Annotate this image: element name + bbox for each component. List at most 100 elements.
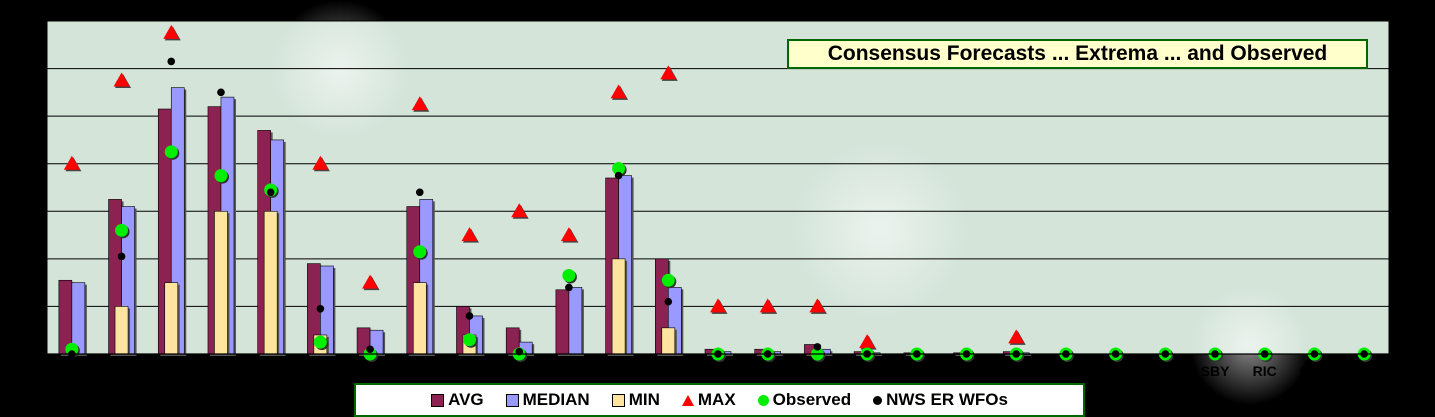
x-tick-label: PHL <box>903 363 931 379</box>
legend-label-observed: Observed <box>772 390 852 409</box>
bar-min <box>114 306 129 355</box>
marker-observed <box>214 169 228 183</box>
marker-nws <box>316 305 325 313</box>
y-tick-right: 10 <box>1405 108 1421 124</box>
x-tick-label: ORF <box>1300 363 1330 379</box>
x-tick-label: BWI <box>1052 363 1079 379</box>
x-tick-label: BTV <box>257 363 286 379</box>
x-tick-label: EWR <box>1000 363 1033 379</box>
background-flare <box>270 0 410 140</box>
y-tick-left: 8 <box>23 156 31 172</box>
y-tick-right: 12 <box>1405 61 1421 77</box>
dot-icon <box>873 395 883 405</box>
marker-nws <box>614 171 623 180</box>
x-tick-label: RIC <box>1253 363 1277 379</box>
marker-nws <box>465 312 474 320</box>
legend-item-observed: Observed <box>757 390 852 410</box>
y-tick-left: 10 <box>15 108 31 124</box>
marker-nws <box>415 188 424 197</box>
circle-icon <box>757 394 769 406</box>
marker-max <box>113 72 130 87</box>
bar-avg <box>58 279 73 355</box>
marker-nws <box>565 283 573 292</box>
y-tick-right: 8 <box>1405 156 1413 172</box>
y-tick-right: 2 <box>1405 298 1413 314</box>
bar-min <box>412 282 427 355</box>
marker-nws <box>813 343 822 351</box>
marker-nws <box>217 88 225 97</box>
legend-item-max: MAX <box>681 390 736 410</box>
marker-max <box>560 227 577 242</box>
bar-median-shadow <box>1018 354 1032 356</box>
marker-nws <box>266 188 275 197</box>
x-tick-label: MDT <box>852 363 883 379</box>
legend-label-median: MEDIAN <box>522 390 590 409</box>
marker-observed <box>612 161 626 175</box>
bar-min <box>661 327 676 355</box>
y-tick-right: 14 <box>1405 13 1421 29</box>
marker-observed <box>313 335 327 349</box>
x-tick-label: PVD <box>455 363 484 379</box>
y-tick-left: 6 <box>23 203 31 219</box>
marker-max <box>411 96 428 111</box>
triangle-icon <box>681 394 694 406</box>
x-tick-label: ALB <box>604 363 633 379</box>
marker-nws <box>117 252 126 261</box>
marker-max <box>859 334 876 349</box>
bar-median-shadow <box>769 353 783 356</box>
legend-label-min: MIN <box>628 390 660 409</box>
marker-max <box>312 155 329 170</box>
legend-swatch-median <box>505 393 519 407</box>
bar-min <box>611 258 626 355</box>
y-tick-left: 4 <box>23 251 31 267</box>
marker-max <box>163 24 180 39</box>
x-tick-label: ACY <box>952 363 982 379</box>
y-tick-left: 2 <box>23 298 31 314</box>
bar-median <box>568 287 583 355</box>
x-tick-label: BOS <box>305 363 335 379</box>
marker-max <box>809 298 826 313</box>
marker-max <box>511 203 528 218</box>
x-tick-label: HYA <box>356 363 384 379</box>
marker-observed <box>562 269 576 283</box>
marker-observed <box>661 273 675 287</box>
legend-label-nws: NWS ER WFOs <box>886 390 1008 409</box>
legend-swatch-min <box>611 393 625 407</box>
marker-max <box>63 155 80 170</box>
marker-max <box>759 298 776 313</box>
marker-max <box>660 65 677 80</box>
x-tick-label: RDU <box>1349 363 1379 379</box>
y-tick-right: 4 <box>1405 251 1413 267</box>
bar-min <box>263 210 278 355</box>
legend-item-nws: NWS ER WFOs <box>873 390 1008 410</box>
bar-min <box>214 210 228 355</box>
marker-max <box>362 274 379 289</box>
x-tick-label: ORH <box>404 363 435 379</box>
marker-observed <box>413 245 427 259</box>
x-tick-label: CAR <box>57 363 87 379</box>
x-tick-label: DCA <box>1150 363 1180 379</box>
marker-max <box>610 84 627 99</box>
bar-median-shadow <box>720 353 733 356</box>
marker-nws <box>366 345 374 354</box>
chart-title: Consensus Forecasts ... Extrema ... and … <box>787 39 1368 69</box>
marker-observed <box>164 145 178 159</box>
legend-item-median: MEDIAN <box>505 390 590 410</box>
plot-area: 0 0 2 2 4 4 6 6 8 8 10 10 12 12 14 14 CAR BGR PWM CON BTV BOS… <box>15 0 1421 405</box>
chart-legend: AVG MEDIAN MIN MAX Observed NWS ER WFOs <box>354 383 1085 417</box>
x-tick-label: BGM <box>652 363 685 379</box>
x-tick-label: JFK <box>754 363 780 379</box>
x-tick-label: BDL <box>554 363 583 379</box>
y-tick-right: 6 <box>1405 203 1413 219</box>
bar-avg <box>555 289 570 355</box>
marker-nws <box>664 297 673 306</box>
legend-label-avg: AVG <box>448 390 484 409</box>
x-tick-label: IAD <box>1104 363 1128 379</box>
x-tick-label: BDR <box>504 363 534 379</box>
y-tick-left: 0 <box>23 346 31 362</box>
y-tick-right: 0 <box>1405 346 1413 362</box>
background-flare <box>1190 285 1310 405</box>
y-tick-left: 12 <box>15 61 31 77</box>
marker-nws <box>167 57 176 66</box>
